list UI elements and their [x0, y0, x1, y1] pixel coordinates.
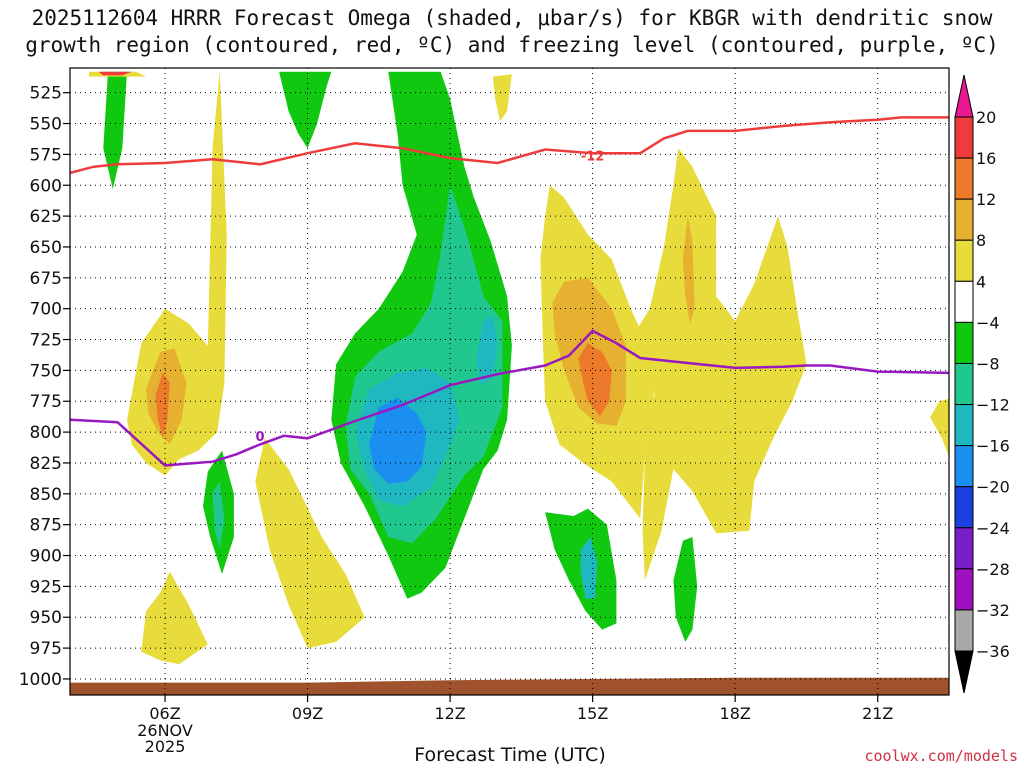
colorbar-swatch-11 [954, 568, 974, 611]
x-tick-label-12Z: 12Z [434, 704, 465, 723]
y-tick-label-525: 525 [30, 84, 62, 104]
colorbar-label-7: −12 [976, 396, 1010, 415]
omega-region-5 [155, 372, 170, 439]
colorbar-swatch-9 [954, 486, 974, 529]
contour-label-0: -12 [581, 150, 605, 165]
credit-link[interactable]: coolwx.com/models [864, 747, 1018, 765]
y-tick-label-600: 600 [30, 176, 62, 196]
colorbar-label-6: −8 [976, 354, 1000, 373]
omega-region-16 [369, 397, 427, 484]
y-tick-label-775: 775 [30, 392, 62, 412]
y-tick-label-875: 875 [30, 516, 62, 536]
chart-title-line-1: 2025112604 HRRR Forecast Omega (shaded, … [31, 6, 993, 30]
colorbar-swatch-12 [954, 609, 974, 652]
y-tick-label-1000: 1000 [19, 670, 62, 690]
colorbar-label-9: −20 [976, 478, 1010, 497]
colorbar-swatch-3 [954, 239, 974, 282]
colorbar-swatch-5 [954, 321, 974, 364]
contour-line-0 [70, 116, 949, 175]
omega-region-24 [580, 537, 598, 599]
y-tick-label-675: 675 [30, 269, 62, 289]
omega-region-20 [630, 148, 807, 581]
colorbar-swatch-0 [954, 116, 974, 159]
x-tick-label-09Z: 09Z [292, 704, 323, 723]
plot-frame [69, 67, 950, 696]
y-tick-label-625: 625 [30, 207, 62, 227]
x-tick-label-18Z: 18Z [720, 704, 751, 723]
colorbar-label-12: −32 [976, 601, 1010, 620]
colorbar-swatch-8 [954, 445, 974, 488]
colorbar-label-13: −36 [976, 642, 1010, 661]
omega-region-0 [103, 71, 127, 189]
colorbar-swatch-4 [954, 280, 974, 323]
y-tick-label-975: 975 [30, 639, 62, 659]
colorbar-label-3: 8 [976, 231, 986, 250]
omega-region-8 [141, 571, 208, 665]
omega-region-9 [255, 438, 365, 649]
date-label-1: 2025 [145, 737, 186, 756]
terrain-strip [70, 677, 949, 695]
x-tick-label-21Z: 21Z [862, 704, 893, 723]
colorbar-swatch-10 [954, 527, 974, 570]
omega-region-7 [212, 481, 225, 550]
colorbar-swatch-6 [954, 362, 974, 406]
x-tick-label-06Z: 06Z [149, 704, 180, 723]
colorbar-label-0: 20 [976, 108, 996, 127]
chart-title-line-2: growth region (contoured, red, ºC) and f… [25, 33, 999, 57]
omega-region-25 [673, 537, 698, 642]
y-tick-label-825: 825 [30, 454, 62, 474]
y-tick-label-850: 850 [30, 485, 62, 505]
omega-region-15 [476, 314, 498, 386]
date-label-0: 26NOV [137, 721, 193, 740]
y-tick-label-750: 750 [30, 361, 62, 381]
y-tick-label-575: 575 [30, 145, 62, 165]
omega-region-19 [578, 343, 612, 417]
y-tick-label-650: 650 [30, 238, 62, 258]
y-tick-label-550: 550 [30, 115, 62, 135]
omega-region-2 [98, 71, 132, 76]
contour-line-1 [70, 329, 949, 467]
omega-region-11 [492, 74, 512, 122]
x-tick-label-15Z: 15Z [577, 704, 608, 723]
y-tick-label-925: 925 [30, 577, 62, 597]
omega-region-23 [545, 508, 617, 630]
colorbar-swatch-2 [954, 198, 974, 241]
colorbar-label-4: 4 [976, 272, 986, 291]
colorbar-label-11: −28 [976, 560, 1010, 579]
omega-region-21 [682, 216, 695, 324]
colorbar-label-1: 16 [976, 149, 996, 168]
y-tick-label-950: 950 [30, 608, 62, 628]
x-axis-label: Forecast Time (UTC) [414, 744, 606, 766]
colorbar-swatch-1 [954, 157, 974, 200]
omega-region-22 [930, 398, 949, 457]
colorbar-top-arrow [954, 74, 974, 118]
y-tick-label-800: 800 [30, 423, 62, 443]
omega-region-10 [279, 71, 332, 149]
colorbar-label-10: −24 [976, 519, 1010, 538]
colorbar-bottom-arrow [954, 650, 974, 694]
colorbar-label-8: −16 [976, 437, 1010, 456]
colorbar-label-5: −4 [976, 313, 1000, 332]
y-tick-label-700: 700 [30, 300, 62, 320]
contour-label-1: 0 [256, 430, 265, 445]
y-tick-label-900: 900 [30, 547, 62, 567]
colorbar-swatch-7 [954, 404, 974, 447]
y-tick-label-725: 725 [30, 331, 62, 351]
colorbar-label-2: 12 [976, 190, 996, 209]
